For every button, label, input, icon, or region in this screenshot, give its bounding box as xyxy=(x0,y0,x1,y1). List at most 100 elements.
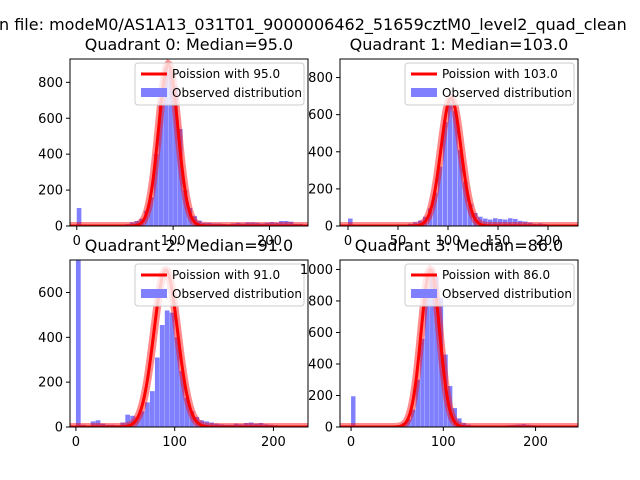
y-tick-label: 800 xyxy=(308,294,333,309)
histogram-bar xyxy=(413,222,418,226)
x-tick-label: 200 xyxy=(257,234,282,249)
histogram-bar xyxy=(204,421,210,427)
y-tick-label: 600 xyxy=(38,112,63,127)
poisson-curve-halo xyxy=(70,266,308,427)
x-tick-label: 200 xyxy=(261,435,286,450)
histogram-bar xyxy=(95,420,101,427)
x-tick-label: 50 xyxy=(390,234,407,249)
histogram-bar xyxy=(457,418,462,427)
histogram-bar xyxy=(134,220,140,226)
y-tick-label: 400 xyxy=(308,145,333,160)
y-tick-label: 400 xyxy=(38,331,63,346)
histogram-bar xyxy=(424,297,430,427)
histogram-bar xyxy=(428,208,433,226)
legend-box xyxy=(134,62,305,106)
legend-label-observed: Observed distribution xyxy=(442,287,572,301)
histogram-bar xyxy=(177,129,183,226)
x-tick-label: 100 xyxy=(431,435,456,450)
histogram-bar xyxy=(420,338,425,427)
x-tick-label: 150 xyxy=(486,234,511,249)
histogram-bar xyxy=(75,260,81,427)
legend-label-poisson: Poission with 86.0 xyxy=(442,268,550,282)
histogram-bar xyxy=(179,370,185,427)
histogram-bar xyxy=(169,312,175,427)
histogram-bar xyxy=(258,422,264,427)
histogram-bar xyxy=(197,220,202,226)
plot-area xyxy=(340,93,578,226)
legend-hist-swatch xyxy=(411,88,437,97)
y-tick-label: 0 xyxy=(55,421,63,436)
figure-suptitle: n file: modeM0/AS1A13_031T01_9000006462_… xyxy=(0,15,627,35)
histogram-bar xyxy=(418,220,423,226)
histogram-bar xyxy=(199,420,205,427)
y-tick-label: 800 xyxy=(38,76,63,91)
chart-panel-1: 0 50 100 150 200 0 200 400 600 800 Poission with 1… xyxy=(308,35,579,249)
histogram-bar xyxy=(168,69,173,226)
histogram-bar xyxy=(411,409,416,427)
x-tick-label: 0 xyxy=(347,435,355,450)
poisson-curve-halo xyxy=(340,264,578,427)
histogram-bar xyxy=(100,423,106,427)
poisson-curve xyxy=(340,267,578,427)
histogram-bar xyxy=(438,166,443,226)
histogram-bar xyxy=(189,411,195,427)
legend: Poission with 95.0 Observed distribution xyxy=(134,62,305,106)
histogram-bar xyxy=(438,297,444,427)
chart-panel-0: 0 100 200 0 200 400 600 800 Poission with 95.0 Ob… xyxy=(38,35,309,249)
histogram-bar xyxy=(253,423,259,427)
chart-panels: 0 100 200 0 200 400 600 800 Poission with 95.0 Ob… xyxy=(38,35,579,450)
histogram-bar xyxy=(243,422,249,427)
x-tick-label: 0 xyxy=(73,234,81,249)
chart-panel-2: 0 100 200 0 200 400 600 Poission with 91.0 Obser… xyxy=(38,236,309,450)
panel-title: Quadrant 1: Median=103.0 xyxy=(350,35,569,54)
poisson-curve xyxy=(70,62,308,226)
legend: Poission with 86.0 Observed distribution xyxy=(404,263,575,307)
histogram-bar xyxy=(248,422,254,427)
y-tick-label: 600 xyxy=(308,108,333,123)
histogram-bar xyxy=(173,85,178,226)
legend-hist-swatch xyxy=(141,88,167,97)
y-tick-label: 400 xyxy=(38,148,63,163)
legend-hist-swatch xyxy=(141,289,167,298)
legend: Poission with 103.0 Observed distribution xyxy=(404,62,575,106)
histogram-bar xyxy=(443,122,448,226)
histogram-bar xyxy=(90,421,96,427)
histogram-bar xyxy=(184,397,190,427)
histogram-bar xyxy=(279,220,284,226)
histogram-bar xyxy=(453,110,458,226)
x-tick-label: 0 xyxy=(72,435,80,450)
y-tick-label: 200 xyxy=(38,376,63,391)
histogram-bar xyxy=(283,220,289,226)
legend-box xyxy=(134,263,305,307)
histogram-bar xyxy=(140,411,145,427)
plot-area xyxy=(340,264,578,427)
histogram-bar xyxy=(145,402,150,427)
axes-frame xyxy=(69,259,309,428)
panel-title: Quadrant 3: Median=86.0 xyxy=(355,236,563,255)
histogram-bar xyxy=(125,414,131,427)
legend-label-observed: Observed distribution xyxy=(442,86,572,100)
legend-label-poisson: Poission with 91.0 xyxy=(172,268,280,282)
histogram-bar xyxy=(483,218,488,226)
histogram-bar xyxy=(448,102,453,226)
axes-frame xyxy=(339,58,579,227)
histogram-bar xyxy=(348,218,353,226)
y-tick-label: 0 xyxy=(325,220,333,235)
histogram-bar xyxy=(269,222,275,226)
y-tick-label: 0 xyxy=(325,421,333,436)
y-tick-label: 200 xyxy=(308,389,333,404)
histogram-bar xyxy=(434,275,439,427)
histogram-bar xyxy=(288,221,294,226)
histogram-bar xyxy=(144,210,149,226)
histogram-bar xyxy=(245,222,250,226)
histogram-bar xyxy=(498,218,503,226)
histogram-bar xyxy=(135,416,140,427)
axes-frame xyxy=(69,58,309,227)
legend: Poission with 91.0 Observed distribution xyxy=(134,263,305,307)
histogram-bar xyxy=(154,357,160,427)
histogram-bar xyxy=(461,423,467,427)
histogram-bar xyxy=(458,149,463,226)
histogram-bar xyxy=(174,337,180,427)
